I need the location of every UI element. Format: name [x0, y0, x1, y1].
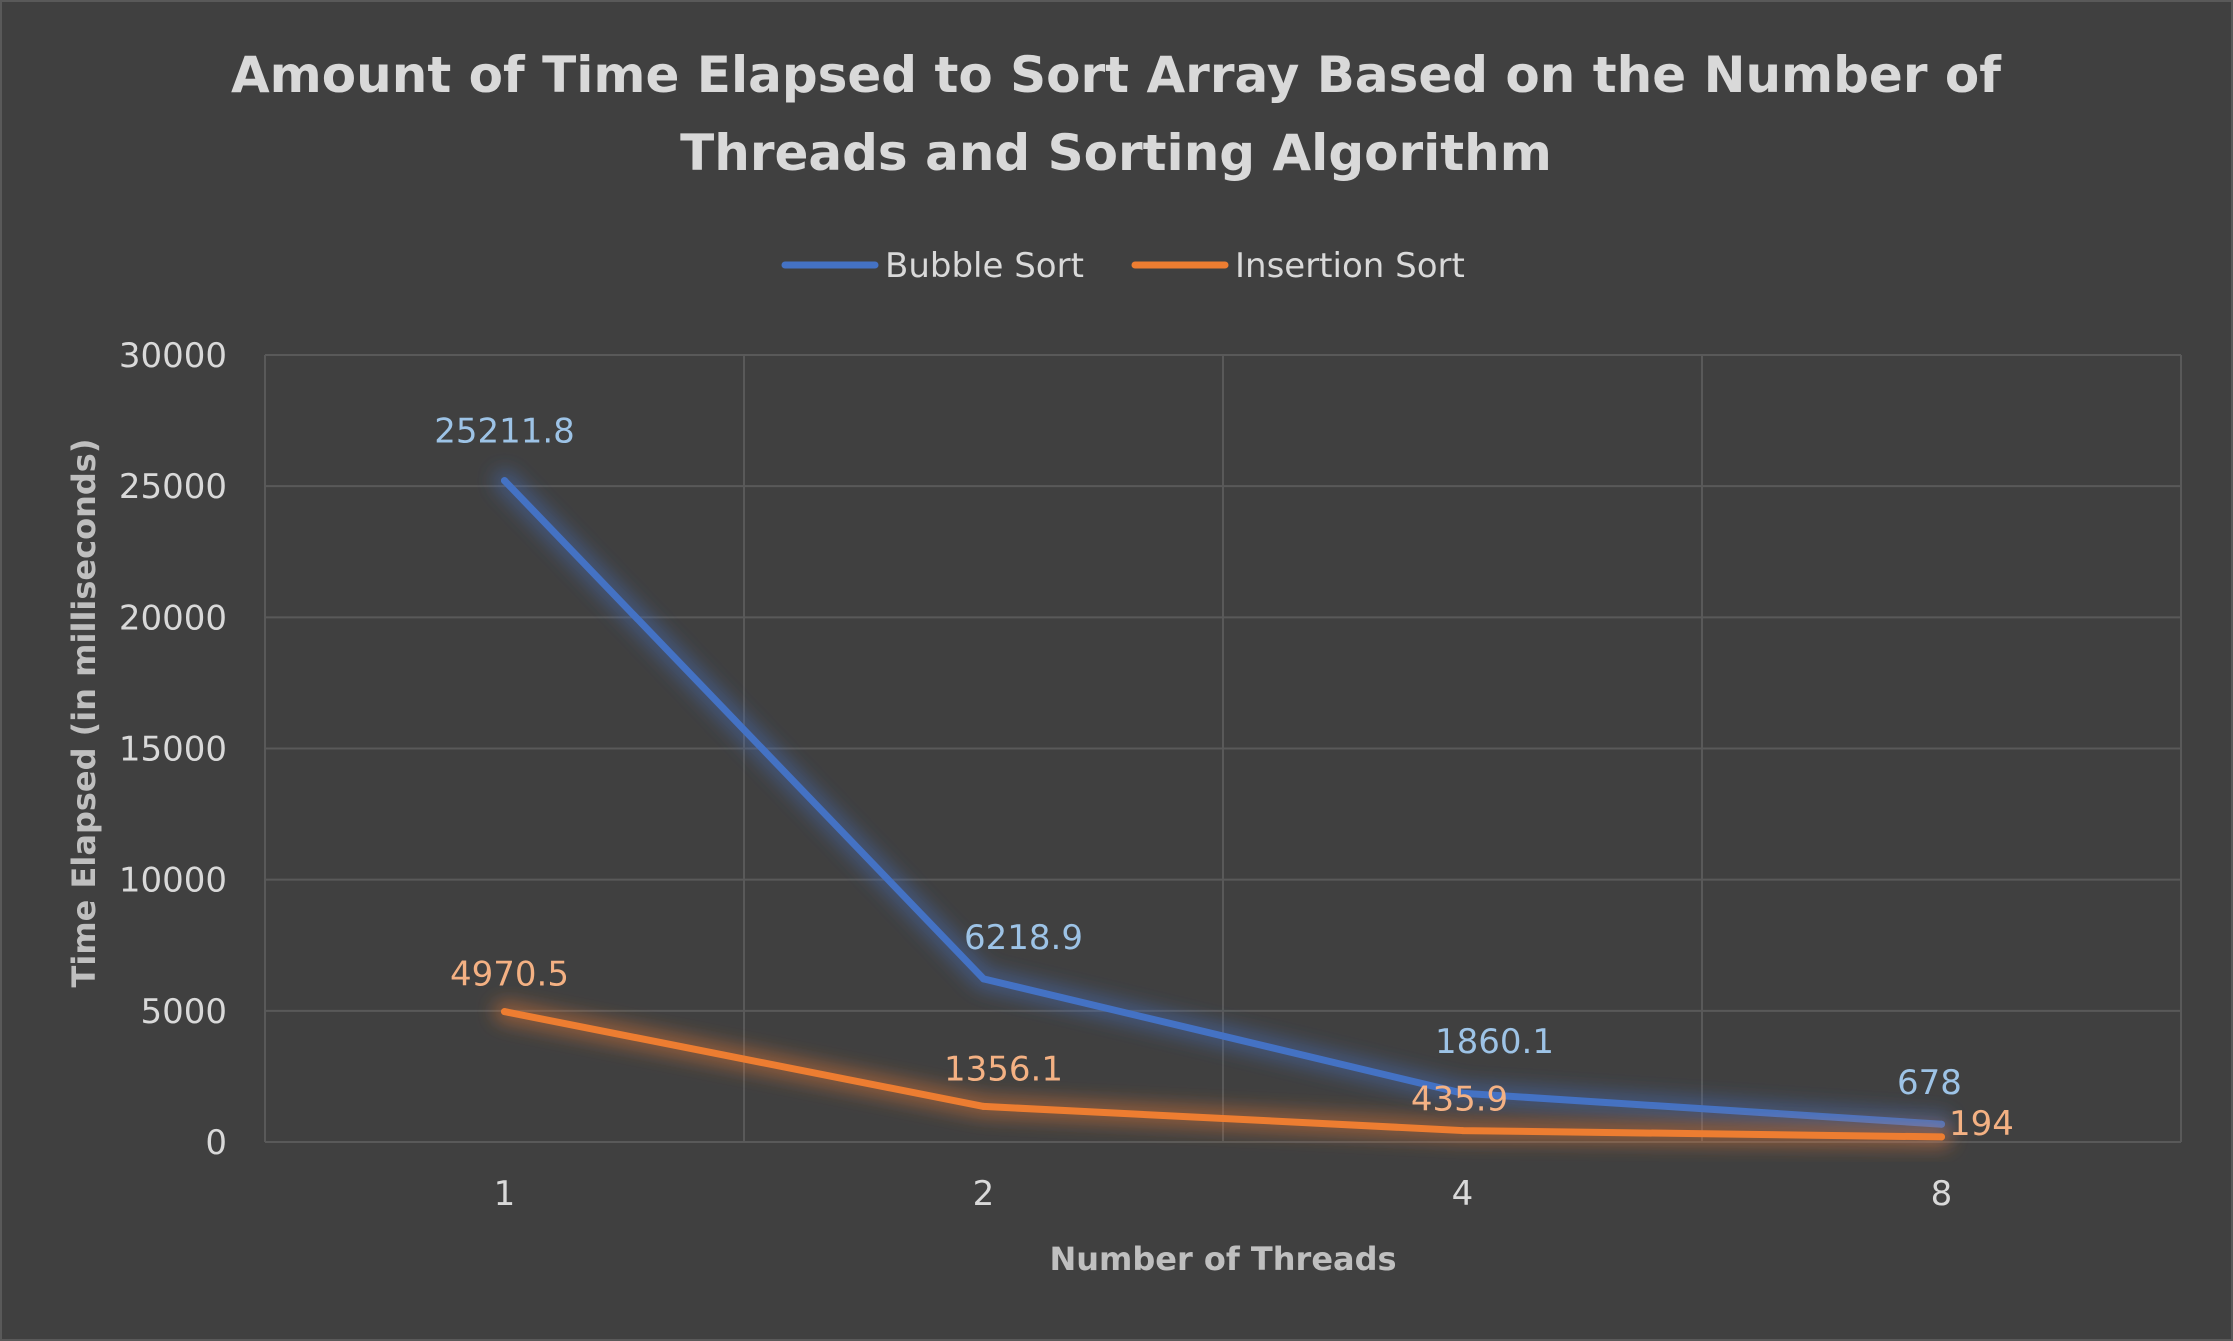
data-label: 1860.1: [1435, 1022, 1554, 1062]
data-labels: 25211.8 6218.9 1860.1 678 4970.5 1356.1 435.9 1…: [434, 412, 2014, 1144]
data-point: [1938, 1133, 1945, 1141]
legend: Bubble Sort Insertion Sort: [781, 246, 1465, 286]
y-axis-title: Time Elapsed (in milliseconds): [65, 439, 103, 988]
y-tick-label: 20000: [119, 598, 227, 638]
legend-item-insertion-sort: Insertion Sort: [1131, 246, 1465, 286]
y-tick-label: 10000: [119, 861, 227, 901]
data-point: [980, 1102, 987, 1110]
x-tick-label: 1: [494, 1174, 516, 1214]
y-tick-label: 15000: [119, 730, 227, 770]
data-label: 435.9: [1411, 1080, 1508, 1120]
series-layer: [493, 469, 1953, 1148]
y-tick-label: 25000: [119, 467, 227, 507]
data-label: 4970.5: [450, 955, 569, 995]
legend-label: Insertion Sort: [1235, 246, 1465, 286]
series-line-bubble-sort: [501, 477, 1945, 1128]
y-tick-label: 0: [205, 1123, 227, 1163]
data-point: [501, 477, 508, 485]
data-label: 194: [1949, 1104, 2014, 1144]
legend-label: Bubble Sort: [885, 246, 1084, 286]
x-tick-label: 2: [973, 1174, 995, 1214]
y-tick-label: 30000: [119, 336, 227, 376]
legend-item-bubble-sort: Bubble Sort: [781, 246, 1084, 286]
data-point: [980, 975, 987, 983]
data-label: 25211.8: [434, 412, 575, 452]
data-point: [1459, 1089, 1466, 1097]
y-axis-ticks: 0 5000 10000 15000 20000 25000 30000: [119, 336, 227, 1163]
gridlines: [264, 354, 2182, 1143]
data-label: 1356.1: [944, 1049, 1063, 1089]
x-axis-ticks: 1 2 4 8: [494, 1174, 1953, 1214]
x-tick-label: 4: [1452, 1174, 1474, 1214]
data-point: [1459, 1127, 1466, 1135]
x-axis-title: Number of Threads: [1049, 1240, 1396, 1278]
data-label: 678: [1897, 1063, 1962, 1103]
data-point: [501, 1008, 508, 1016]
y-tick-label: 5000: [140, 992, 227, 1032]
data-label: 6218.9: [964, 918, 1083, 958]
x-tick-label: 8: [1931, 1174, 1953, 1214]
series-line-insertion-sort: [501, 1008, 1945, 1141]
chart-title-line-2: Threads and Sorting Algorithm: [680, 124, 1552, 182]
chart-title-line-1: Amount of Time Elapsed to Sort Array Bas…: [231, 46, 2002, 104]
